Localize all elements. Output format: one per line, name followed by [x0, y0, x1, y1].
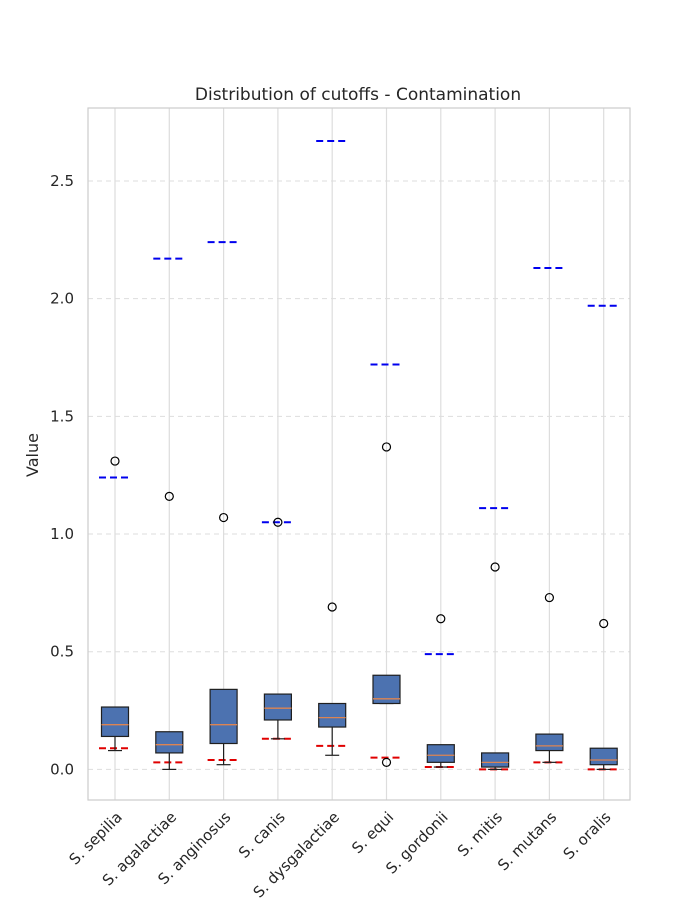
x-tick-label: S. oralis — [560, 808, 615, 863]
box-group — [155, 491, 184, 771]
outlier-point — [110, 456, 120, 466]
outlier-point — [490, 562, 500, 572]
box-group — [535, 592, 564, 763]
box — [100, 706, 130, 738]
box — [263, 693, 292, 721]
y-tick-label: 2.0 — [50, 290, 74, 308]
box-group — [589, 618, 618, 771]
x-tick-label: S. mutans — [494, 808, 560, 874]
box-group — [372, 442, 401, 767]
x-tick-label: S. canis — [235, 808, 289, 862]
box — [155, 731, 184, 754]
box — [426, 744, 455, 763]
plot-frame — [87, 107, 631, 801]
x-tick-label: S. equi — [348, 808, 397, 857]
outlier-point — [436, 614, 446, 624]
box-group — [100, 456, 130, 752]
outlier-point — [599, 618, 609, 629]
box — [589, 747, 618, 766]
box — [535, 733, 564, 752]
outlier-point — [219, 512, 229, 523]
chart-title: Distribution of cutoffs - Contamination — [195, 85, 521, 105]
box-group — [426, 614, 455, 768]
outlier-point — [544, 592, 555, 603]
y-tick-label: 1.0 — [50, 525, 74, 543]
box-group — [209, 512, 238, 766]
x-tick-label: S. mitis — [454, 808, 506, 860]
outlier-point — [381, 442, 392, 452]
y-tick-label: 1.5 — [50, 407, 74, 425]
box — [209, 688, 238, 745]
box — [481, 752, 510, 768]
y-tick-label: 0.5 — [50, 643, 74, 661]
box — [318, 702, 347, 728]
box-group — [263, 517, 292, 740]
outlier-point — [381, 757, 392, 767]
y-tick-label: 2.5 — [50, 172, 74, 190]
box-group — [481, 562, 510, 771]
y-axis-label: Value — [23, 433, 42, 477]
outlier-point — [327, 602, 337, 612]
y-tick-label: 0.0 — [50, 760, 74, 778]
box-group — [318, 602, 347, 756]
outlier-point — [164, 491, 174, 501]
outlier-point — [273, 517, 283, 527]
